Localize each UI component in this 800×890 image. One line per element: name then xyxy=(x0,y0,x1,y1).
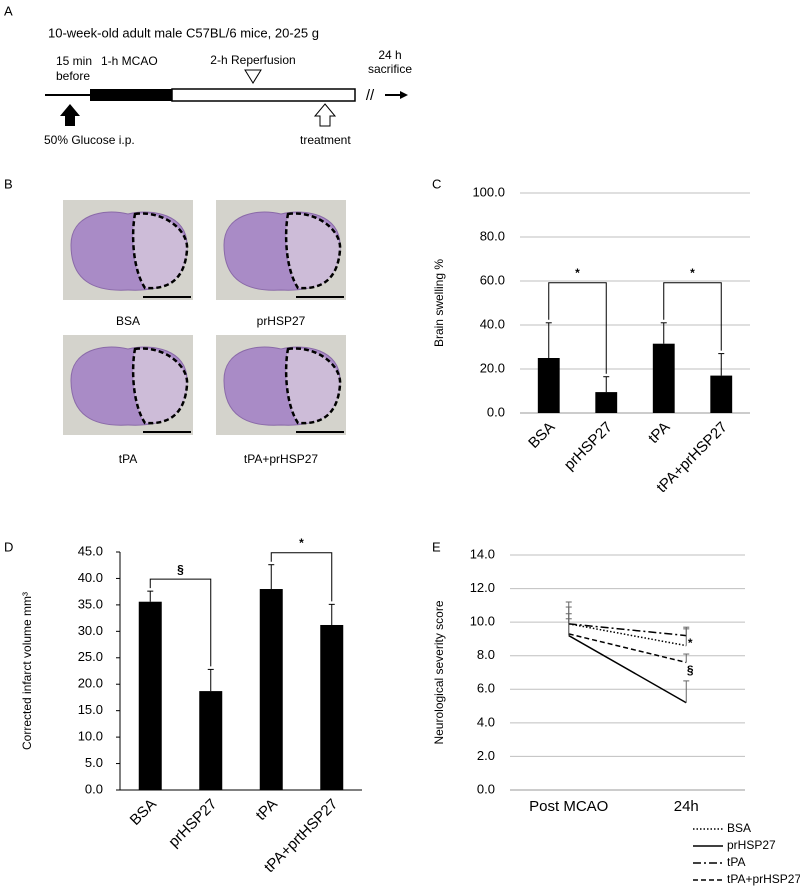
y-tick-label: 40.0 xyxy=(78,570,103,585)
line-series xyxy=(568,623,687,637)
y-tick-label: 0.0 xyxy=(477,781,495,796)
legend-label: BSA xyxy=(727,821,751,835)
bar xyxy=(259,589,283,790)
treatment-arrow xyxy=(313,103,337,127)
infarct-outline xyxy=(131,212,189,290)
y-tick-label: 14.0 xyxy=(470,546,495,561)
significance-label: § xyxy=(687,663,694,677)
legend-label: tPA+prHSP27 xyxy=(727,872,800,886)
bar xyxy=(595,392,618,413)
x-tick-label: tPA xyxy=(645,419,673,447)
y-tick-label: 0.0 xyxy=(487,404,505,419)
significance-label: * xyxy=(688,636,693,650)
bar xyxy=(537,358,560,413)
y-tick-label: 10.0 xyxy=(78,729,103,744)
protocol-text: before xyxy=(56,69,90,83)
panel-label: E xyxy=(432,539,441,554)
y-tick-label: 80.0 xyxy=(480,228,505,243)
y-tick-label: 60.0 xyxy=(480,272,505,287)
significance-bracket xyxy=(149,578,212,667)
y-tick-label: 8.0 xyxy=(477,647,495,662)
significance-label: * xyxy=(299,536,304,550)
image-label: BSA xyxy=(116,314,140,328)
y-axis-title: Neurological severity score xyxy=(432,600,446,744)
bar xyxy=(652,343,675,413)
panel-label: D xyxy=(4,539,13,554)
arrow xyxy=(400,91,408,99)
significance-label: * xyxy=(690,266,695,280)
line-series xyxy=(568,633,687,664)
y-tick-label: 20.0 xyxy=(78,676,103,691)
y-tick-label: 12.0 xyxy=(470,580,495,595)
x-tick-label: tPA xyxy=(253,796,281,824)
y-tick-label: 10.0 xyxy=(470,614,495,629)
y-tick-label: 100.0 xyxy=(472,184,505,199)
protocol-text: sacrifice xyxy=(368,62,412,76)
y-tick-label: 5.0 xyxy=(85,755,103,770)
protocol-text: 2-h Reperfusion xyxy=(210,53,295,67)
x-tick-label: prHSP27 xyxy=(561,419,616,474)
protocol-text: 15 min xyxy=(56,54,92,68)
x-tick-label: Post MCAO xyxy=(529,798,608,815)
x-tick-label: BSA xyxy=(127,796,160,829)
y-tick-label: 25.0 xyxy=(78,649,103,664)
y-tick-label: 2.0 xyxy=(477,748,495,763)
bar xyxy=(710,375,733,413)
y-tick-label: 4.0 xyxy=(477,714,495,729)
break-mark: // xyxy=(366,87,375,104)
image-label: tPA+prHSP27 xyxy=(244,452,318,466)
bar xyxy=(199,691,223,790)
y-axis-title: Corrected infarct volume mm³ xyxy=(20,592,34,750)
significance-bracket xyxy=(663,282,722,351)
protocol-title: 10-week-old adult male C57BL/6 mice, 20-… xyxy=(48,25,319,40)
y-tick-label: 15.0 xyxy=(78,702,103,717)
infarct-outline xyxy=(284,347,342,425)
legend-label: tPA xyxy=(727,855,745,869)
significance-bracket xyxy=(270,552,333,602)
y-tick-label: 30.0 xyxy=(78,623,103,638)
y-tick-label: 45.0 xyxy=(78,543,103,558)
panel-label: A xyxy=(4,3,13,18)
x-tick-label: prHSP27 xyxy=(165,796,220,851)
glucose-arrow xyxy=(60,104,80,126)
protocol-text: treatment xyxy=(300,133,351,147)
protocol-text: 24 h xyxy=(378,48,401,62)
y-tick-label: 6.0 xyxy=(477,681,495,696)
x-tick-label: BSA xyxy=(525,419,558,452)
panel-label: B xyxy=(4,176,13,191)
significance-label: * xyxy=(575,266,580,280)
x-tick-label: 24h xyxy=(674,798,699,815)
significance-bracket xyxy=(548,282,607,374)
bar xyxy=(320,624,344,790)
image-label: prHSP27 xyxy=(257,314,306,328)
line-series xyxy=(568,623,687,647)
panel-label: C xyxy=(432,176,441,191)
mcao-bar xyxy=(90,89,172,101)
bar xyxy=(138,601,162,790)
protocol-text: 1-h MCAO xyxy=(101,54,158,68)
y-tick-label: 20.0 xyxy=(480,360,505,375)
significance-label: § xyxy=(177,562,184,576)
reperfusion-marker xyxy=(244,69,262,84)
y-axis-title: Brain swelling % xyxy=(432,259,446,347)
reperfusion-bar xyxy=(171,88,356,102)
image-label: tPA xyxy=(119,452,137,466)
infarct-outline xyxy=(131,347,189,425)
line-series xyxy=(568,634,687,704)
y-tick-label: 35.0 xyxy=(78,596,103,611)
protocol-text: 50% Glucose i.p. xyxy=(44,133,135,147)
infarct-outline xyxy=(284,212,342,290)
y-tick-label: 40.0 xyxy=(480,316,505,331)
legend-label: prHSP27 xyxy=(727,838,776,852)
y-tick-label: 0.0 xyxy=(85,781,103,796)
